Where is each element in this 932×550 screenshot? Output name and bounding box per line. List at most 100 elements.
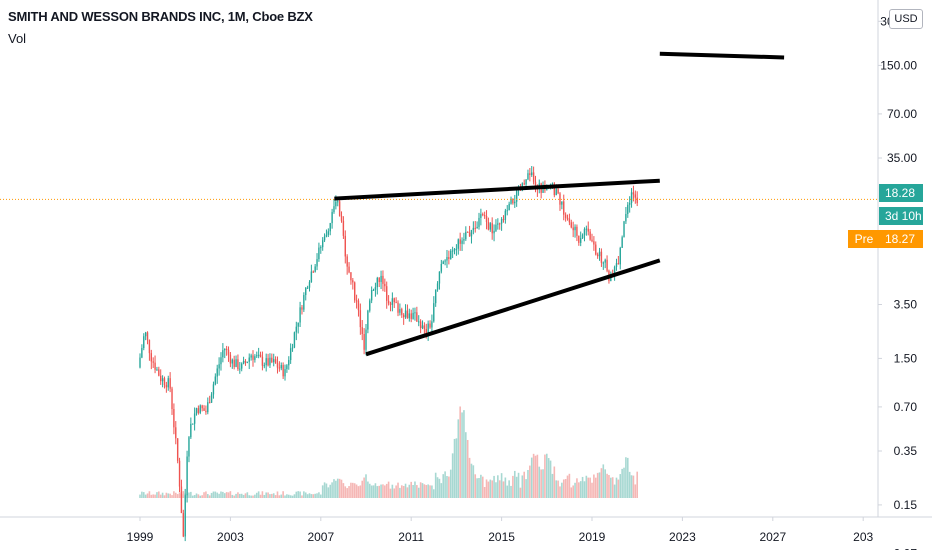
- candle-body: [314, 266, 316, 272]
- currency-button[interactable]: USD: [889, 9, 923, 29]
- candle-body: [604, 259, 606, 263]
- candle-body: [143, 336, 145, 349]
- volume-bar: [613, 484, 616, 498]
- candle-body: [250, 355, 252, 358]
- candle-body: [593, 241, 595, 245]
- trendline[interactable]: [334, 178, 660, 201]
- candle-body: [372, 289, 375, 291]
- candle-body: [280, 365, 282, 369]
- volume-bar: [239, 493, 241, 498]
- volume-bar: [246, 492, 249, 498]
- volume-bar: [227, 492, 230, 498]
- candle-body: [169, 378, 171, 389]
- candle-body: [419, 321, 422, 329]
- candle-body: [600, 251, 603, 263]
- candle-body: [318, 247, 320, 260]
- volume-bar: [566, 475, 569, 498]
- volume-bar: [416, 485, 418, 498]
- volume-bar: [272, 493, 275, 498]
- volume-bar: [214, 491, 217, 498]
- candle-body: [504, 210, 507, 220]
- candle-body: [491, 223, 493, 234]
- candle-body: [515, 190, 518, 202]
- candle-body: [585, 228, 588, 230]
- volume-bar: [237, 492, 239, 498]
- time-tick-label: 203: [853, 530, 873, 544]
- candle-body: [472, 227, 475, 231]
- candle-body: [193, 413, 196, 424]
- candle-body: [176, 438, 179, 461]
- candle-body: [382, 275, 384, 284]
- time-tick-label: 2027: [759, 530, 786, 544]
- candle-body: [551, 183, 554, 185]
- volume-bar: [455, 438, 458, 498]
- trendline[interactable]: [659, 51, 785, 60]
- volume-bar: [316, 493, 318, 498]
- candle-body: [323, 236, 326, 241]
- premarket-label-tag: Pre: [848, 230, 880, 248]
- volume-bar: [223, 493, 226, 498]
- candle-body: [615, 263, 618, 267]
- candle-body: [205, 410, 207, 413]
- time-tick-label: 2011: [398, 530, 424, 544]
- volume-bar: [225, 492, 228, 498]
- volume-bar: [594, 477, 597, 498]
- price-axis[interactable]: 600.00300.00150.0070.0035.003.501.500.70…: [877, 0, 917, 550]
- volume-bar: [201, 495, 203, 498]
- volume-bar: [299, 491, 301, 498]
- candle-body: [338, 201, 341, 216]
- candle-body: [335, 201, 337, 207]
- volume-bar: [174, 492, 177, 498]
- candle-body: [171, 388, 173, 410]
- volume-bar: [451, 453, 454, 498]
- volume-bar: [284, 495, 286, 498]
- candle-body: [288, 360, 290, 366]
- volume-bar: [489, 479, 492, 498]
- volume-bar: [252, 495, 254, 498]
- volume-indicator-label[interactable]: Vol: [8, 31, 27, 46]
- volume-bar: [218, 493, 220, 498]
- candle-body: [399, 309, 401, 313]
- trendlines[interactable]: [334, 51, 785, 357]
- candle-body: [414, 312, 416, 314]
- volume-bar: [433, 489, 435, 498]
- candle-body: [596, 254, 599, 257]
- candle-body: [308, 282, 311, 288]
- candle-body: [380, 275, 382, 282]
- volume-bar: [178, 492, 181, 498]
- candle-body: [301, 307, 303, 310]
- volume-bar: [553, 466, 556, 498]
- volume-bar: [376, 486, 379, 498]
- candle-body: [370, 290, 373, 301]
- candle-body: [367, 310, 369, 330]
- volume-bar: [446, 476, 448, 498]
- candle-body: [455, 248, 458, 250]
- volume-bar: [276, 491, 279, 498]
- volume-bar: [374, 483, 377, 498]
- volume-bar: [310, 494, 313, 498]
- volume-bar: [142, 492, 145, 498]
- candle-body: [493, 230, 495, 234]
- candle-body: [418, 321, 420, 323]
- candle-body: [156, 369, 158, 371]
- volume-bar: [634, 484, 637, 498]
- volume-bar: [512, 475, 514, 498]
- candle-body: [278, 367, 281, 369]
- volume-bar: [530, 457, 533, 498]
- candle-body: [305, 288, 307, 296]
- volume-bar: [293, 494, 296, 498]
- candle-body: [602, 262, 604, 264]
- volume-bar: [623, 467, 625, 498]
- volume-bar: [395, 485, 397, 498]
- trendline[interactable]: [365, 258, 661, 357]
- time-axis[interactable]: 1999 2003 2007 2011 2015 2019 2023 2027 203: [0, 516, 932, 544]
- candle-body: [190, 423, 192, 438]
- candle-body: [184, 495, 186, 537]
- volume-bar: [572, 485, 574, 498]
- candle-body: [173, 409, 175, 428]
- volume-bar: [534, 455, 537, 498]
- candle-body: [158, 369, 160, 376]
- candle-body: [242, 360, 245, 364]
- volume-bar: [449, 469, 452, 498]
